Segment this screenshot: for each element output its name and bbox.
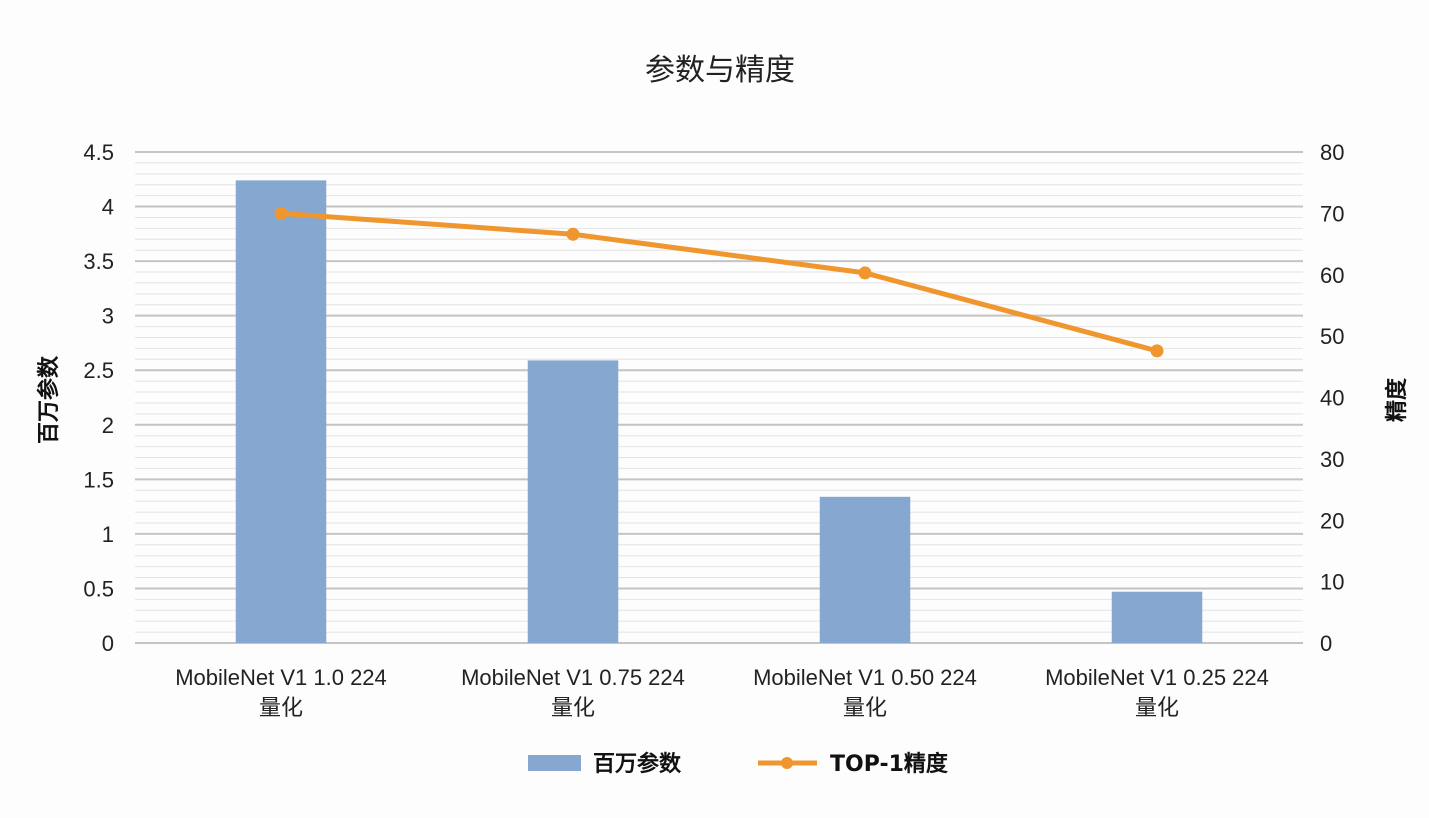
y2-tick-label: 20 [1320, 508, 1344, 533]
y2-tick-label: 10 [1320, 570, 1344, 595]
legend-line-marker [781, 757, 793, 769]
y-axis-title: 百万参数 [36, 355, 62, 444]
y-tick-label: 3 [102, 304, 114, 329]
line-point [274, 206, 288, 220]
y2-tick-label: 70 [1320, 201, 1344, 226]
y-tick-label: 4 [102, 195, 114, 220]
x-tick-label: MobileNet V1 0.25 224 量化 [1045, 665, 1269, 720]
y-tick-label: 1.5 [83, 467, 114, 492]
x-axis-labels: MobileNet V1 1.0 224 量化 MobileNet V1 0.75 … [175, 665, 1269, 720]
bar [1111, 591, 1203, 643]
x-tick-label: MobileNet V1 0.75 224 量化 [461, 665, 685, 720]
y2-tick-label: 40 [1320, 386, 1344, 411]
x-tick-label: MobileNet V1 1.0 224 量化 [175, 665, 387, 720]
y-tick-label: 1 [102, 522, 114, 547]
legend-bar-label: 百万参数 [593, 751, 682, 777]
chart-title: 参数与精度 [645, 53, 795, 88]
y-axis-ticks: 0 0.5 1 1.5 2 2.5 3 3.5 4 4.5 [83, 140, 114, 656]
y-tick-label: 3.5 [83, 249, 114, 274]
y-tick-label: 2 [102, 413, 114, 438]
legend: 百万参数 TOP-1精度 [528, 751, 949, 777]
line-point [1150, 344, 1164, 358]
line-series [274, 206, 1164, 358]
series-line [278, 210, 1160, 354]
bar [819, 496, 911, 643]
line-point [858, 266, 872, 280]
y-tick-label: 2.5 [83, 358, 114, 383]
y2-tick-label: 80 [1320, 140, 1344, 165]
x-tick-label: MobileNet V1 0.50 224 量化 [753, 665, 977, 720]
legend-bar-swatch [528, 755, 581, 771]
y-tick-label: 0 [102, 631, 114, 656]
grid [135, 151, 1303, 644]
y-tick-label: 0.5 [83, 576, 114, 601]
y2-tick-label: 30 [1320, 447, 1344, 472]
bar [527, 360, 619, 643]
y-tick-label: 4.5 [83, 140, 114, 165]
line-point [566, 227, 580, 241]
legend-line-label: TOP-1精度 [830, 751, 949, 777]
y2-tick-label: 0 [1320, 631, 1332, 656]
bars [235, 180, 1203, 643]
y2-axis-title: 精度 [1384, 377, 1410, 422]
y2-axis-ticks: 0 10 20 30 40 50 60 70 80 [1320, 140, 1344, 656]
bar [235, 180, 327, 643]
y2-tick-label: 60 [1320, 263, 1344, 288]
y2-tick-label: 50 [1320, 324, 1344, 349]
